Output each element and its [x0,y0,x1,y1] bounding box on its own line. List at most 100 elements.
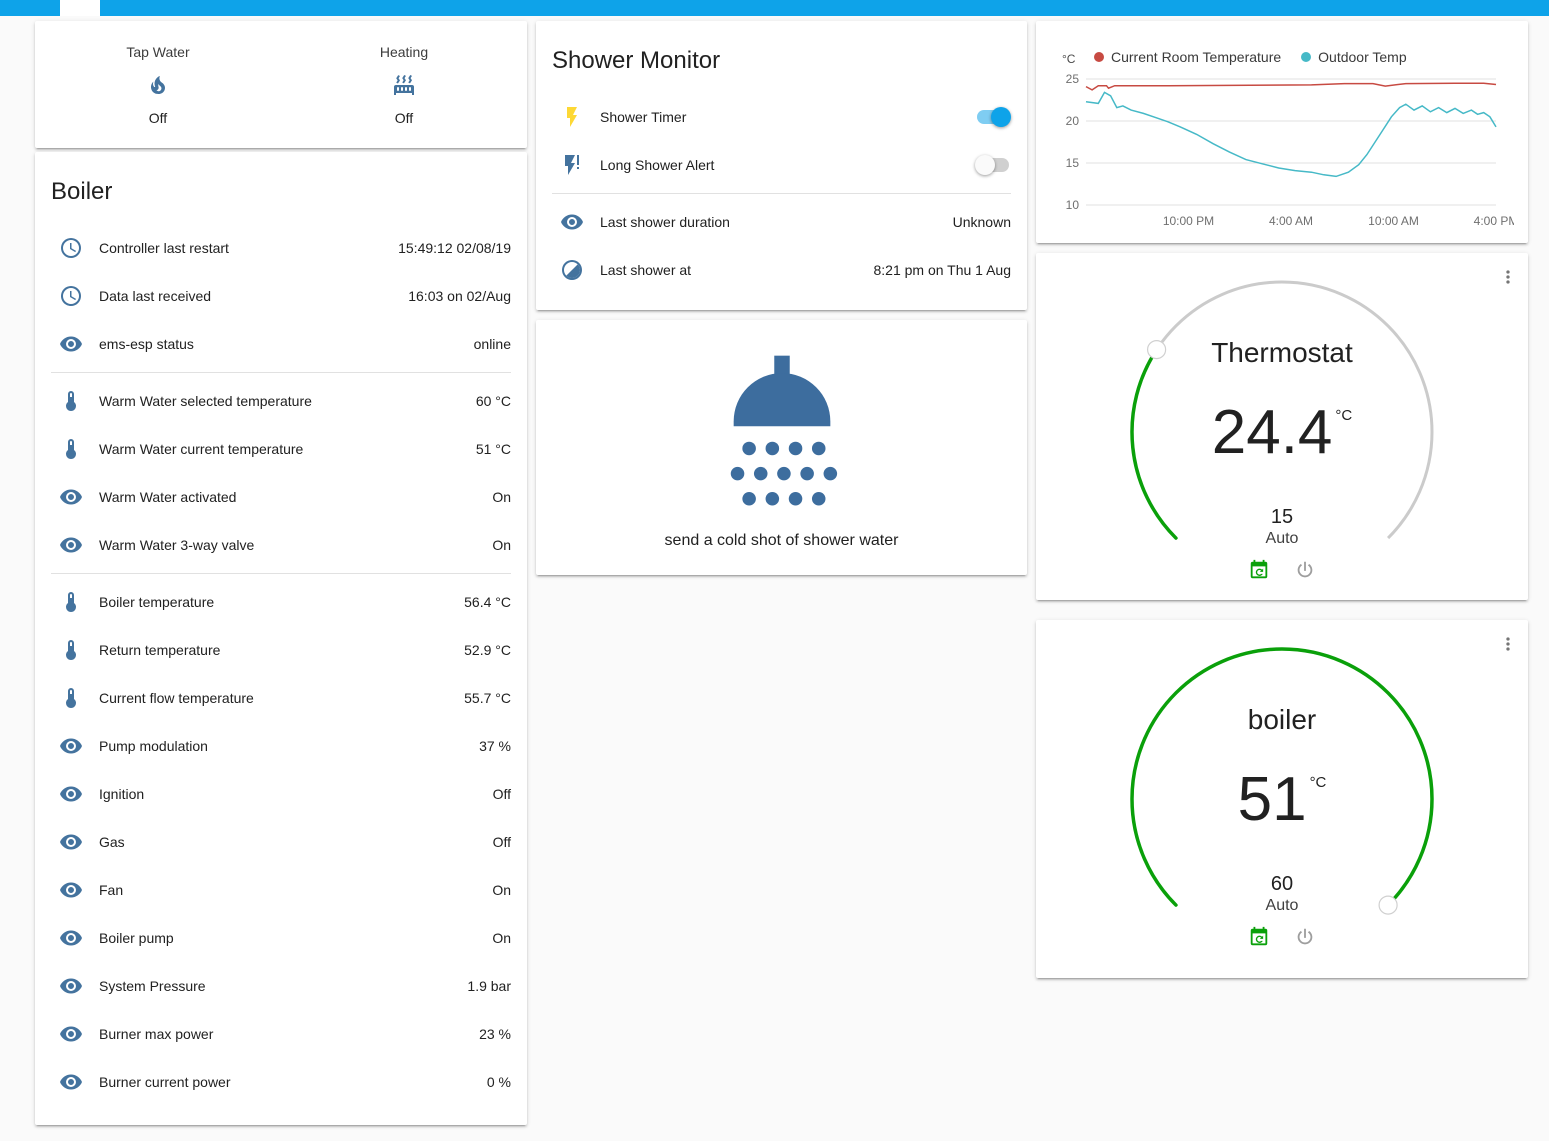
toggle-switch[interactable] [975,155,1011,175]
entity-name: Tap Water [126,43,190,60]
glance-card: Tap Water Off Heating Off [35,21,527,148]
eye-icon [59,332,83,356]
entity-name: Warm Water activated [99,489,237,505]
eye-icon [560,210,584,234]
entity-value: 15:49:12 02/08/19 [398,240,511,256]
entity-state: Off [394,109,414,126]
gauge-title: Thermostat [1211,337,1353,368]
entity-row[interactable]: Ignition Off [35,770,527,818]
entity-name: Warm Water 3-way valve [99,537,255,553]
gauge-value-number: 51 [1237,765,1307,834]
legend-dot-icon [1301,52,1312,62]
entity-row[interactable]: Gas Off [35,818,527,866]
svg-text:4:00 PM: 4:00 PM [1474,214,1514,228]
gauge-title: boiler [1247,704,1317,735]
more-options-icon[interactable] [1498,634,1518,654]
entity-value: 56.4 °C [464,594,511,610]
entity-row[interactable]: Last shower duration Unknown [536,198,1027,246]
entity-row[interactable]: Burner current power 0 % [35,1058,527,1106]
entity-value: 52.9 °C [464,642,511,658]
entity-row[interactable]: Warm Water current temperature 51 °C [35,425,527,473]
entity-value: 16:03 on 02/Aug [408,288,511,304]
thermometer-icon [59,590,83,614]
boiler-slider[interactable] [1127,644,1437,954]
entity-value: On [492,489,511,505]
glance-item[interactable]: Heating Off [293,44,514,126]
shower-monitor-card: Shower Monitor Shower Timer Long Shower A… [536,21,1027,310]
shower-toggle-list: Shower Timer Long Shower Alert [536,93,1027,189]
thermometer-icon [59,389,83,413]
entity-value: 23 % [479,1026,511,1042]
entity-name: Last shower duration [600,214,730,230]
entity-row[interactable]: Boiler temperature 56.4 °C [35,578,527,626]
legend-dot-icon [1094,52,1104,62]
thermometer-icon [59,686,83,710]
entity-row[interactable]: Pump modulation 37 % [35,722,527,770]
eye-icon [59,1022,83,1046]
clock-icon [59,236,83,260]
entity-name: Burner current power [99,1074,231,1090]
entity-row[interactable]: Boiler pump On [35,914,527,962]
clock-icon [59,284,83,308]
eye-icon [59,734,83,758]
entity-row[interactable]: Burner max power 23 % [35,1010,527,1058]
thermometer-icon [59,437,83,461]
entity-name: Gas [99,834,125,850]
radiator-icon [392,73,416,97]
slider-handle[interactable] [1147,339,1167,360]
entity-value: Unknown [952,214,1011,230]
thermostat-card: Thermostat 24.4 °C 15 Auto [1036,253,1528,600]
entity-name: Data last received [99,288,212,304]
gauge-mode: Auto [1265,530,1299,547]
glance-item[interactable]: Tap Water Off [47,44,268,126]
toggle-knob [991,107,1011,127]
entity-row[interactable]: Warm Water 3-way valve On [35,521,527,569]
shower-card-title: Shower Monitor [552,47,721,74]
entity-row[interactable]: Controller last restart 15:49:12 02/08/19 [35,224,527,272]
entity-row[interactable]: Return temperature 52.9 °C [35,626,527,674]
entity-row[interactable]: Data last received 16:03 on 02/Aug [35,272,527,320]
thermostat-slider[interactable] [1127,277,1437,587]
toggle-knob [975,155,995,175]
svg-text:10:00 AM: 10:00 AM [1368,214,1419,228]
entity-row[interactable]: Current flow temperature 55.7 °C [35,674,527,722]
more-options-icon[interactable] [1498,267,1518,287]
power-icon[interactable] [1294,559,1316,581]
entity-value: 37 % [479,738,511,754]
entity-row[interactable]: Warm Water activated On [35,473,527,521]
entity-value: On [492,537,511,553]
entity-value: 55.7 °C [464,690,511,706]
legend-item: Current Room Temperature [1094,49,1281,65]
toggle-switch[interactable] [975,107,1011,127]
slider-handle[interactable] [1378,895,1398,915]
entity-name: Warm Water current temperature [99,441,304,457]
entity-row[interactable]: System Pressure 1.9 bar [35,962,527,1010]
glance-row: Tap Water Off Heating Off [35,21,527,148]
toggle-row: Long Shower Alert [536,141,1027,189]
entity-row[interactable]: Last shower at 8:21 pm on Thu 1 Aug [536,246,1027,294]
entity-row[interactable]: Fan On [35,866,527,914]
gauge-value-number: 24.4 [1211,398,1333,467]
shower-action-card[interactable]: send a cold shot of shower water [536,320,1027,575]
entity-name: Boiler pump [99,930,174,946]
shower-entity-list: Last shower duration Unknown Last shower a… [536,198,1027,294]
calendar-refresh-icon[interactable] [1248,926,1270,948]
entity-name: Long Shower Alert [600,157,715,173]
calendar-refresh-icon[interactable] [1248,559,1270,581]
entity-value: On [492,882,511,898]
divider [552,193,1011,194]
entity-row[interactable]: Warm Water selected temperature 60 °C [35,377,527,425]
svg-text:10:00 PM: 10:00 PM [1163,214,1214,228]
entity-name: ems-esp status [99,336,194,352]
active-tab-indicator[interactable] [60,0,100,16]
entity-row[interactable]: ems-esp status online [35,320,527,368]
temperature-history-card: °C Current Room Temperature Outdoor Temp … [1036,21,1528,243]
gauge-value-unit: °C [1335,407,1353,424]
entity-name: Last shower at [600,262,692,278]
power-icon[interactable] [1294,926,1316,948]
entity-name: Burner max power [99,1026,214,1042]
entity-value: 51 °C [475,441,511,457]
gauge-value: 51 °C [1036,765,1528,834]
fire-icon [146,73,170,97]
